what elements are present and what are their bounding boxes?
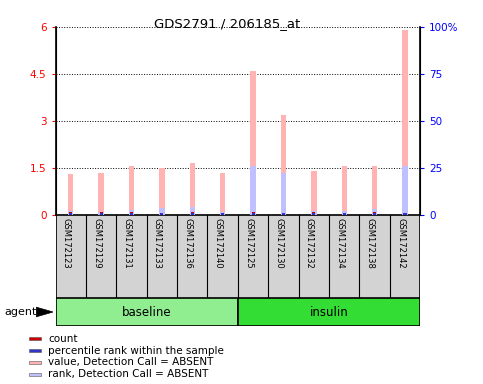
- Bar: [28, 373, 42, 376]
- Text: GDS2791 / 206185_at: GDS2791 / 206185_at: [154, 17, 300, 30]
- Bar: [238, 298, 420, 326]
- Text: GSM172130: GSM172130: [274, 218, 284, 269]
- Bar: [56, 298, 238, 326]
- Bar: [403, 214, 407, 215]
- Bar: [282, 212, 285, 215]
- Bar: [189, 163, 195, 215]
- Bar: [159, 168, 165, 215]
- Bar: [372, 166, 377, 215]
- Bar: [189, 207, 195, 215]
- Bar: [311, 171, 316, 215]
- Text: rank, Detection Call = ABSENT: rank, Detection Call = ABSENT: [48, 369, 209, 379]
- Text: GSM172129: GSM172129: [92, 218, 101, 269]
- Text: percentile rank within the sample: percentile rank within the sample: [48, 346, 224, 356]
- Bar: [68, 174, 73, 215]
- Text: GSM172123: GSM172123: [62, 218, 71, 269]
- Bar: [160, 212, 163, 215]
- Bar: [191, 212, 194, 215]
- Bar: [28, 349, 42, 352]
- Text: GSM172140: GSM172140: [213, 218, 223, 269]
- Bar: [69, 213, 72, 215]
- Bar: [282, 214, 285, 215]
- Bar: [99, 173, 104, 215]
- Bar: [250, 166, 256, 215]
- Bar: [28, 361, 42, 364]
- Bar: [99, 213, 103, 215]
- Bar: [69, 212, 72, 215]
- Bar: [252, 212, 255, 215]
- Bar: [250, 71, 256, 215]
- Text: baseline: baseline: [122, 306, 171, 318]
- Bar: [220, 212, 226, 215]
- Text: GSM172125: GSM172125: [244, 218, 253, 269]
- Text: agent: agent: [5, 307, 37, 317]
- Text: GSM172133: GSM172133: [153, 218, 162, 269]
- Bar: [99, 212, 103, 215]
- Text: count: count: [48, 334, 78, 344]
- Bar: [341, 166, 347, 215]
- Text: GSM172134: GSM172134: [335, 218, 344, 269]
- Bar: [28, 337, 42, 340]
- Bar: [373, 212, 376, 215]
- Bar: [252, 213, 255, 215]
- Bar: [313, 212, 315, 215]
- Bar: [343, 214, 346, 215]
- Text: GSM172138: GSM172138: [366, 218, 375, 269]
- Bar: [281, 115, 286, 215]
- Bar: [160, 214, 163, 215]
- Bar: [130, 212, 133, 215]
- Bar: [221, 213, 224, 215]
- Bar: [373, 213, 376, 215]
- Text: GSM172131: GSM172131: [123, 218, 131, 269]
- Text: insulin: insulin: [310, 306, 348, 318]
- Bar: [343, 212, 346, 215]
- Bar: [68, 211, 73, 215]
- Bar: [130, 213, 133, 215]
- Text: value, Detection Call = ABSENT: value, Detection Call = ABSENT: [48, 358, 213, 367]
- Bar: [281, 173, 286, 215]
- Bar: [341, 211, 347, 215]
- Bar: [372, 209, 377, 215]
- Text: GSM172136: GSM172136: [183, 218, 192, 269]
- Bar: [129, 166, 134, 215]
- Bar: [191, 213, 194, 215]
- Bar: [402, 30, 408, 215]
- Polygon shape: [36, 307, 53, 317]
- Bar: [220, 173, 226, 215]
- Bar: [403, 212, 407, 215]
- Bar: [159, 208, 165, 215]
- Bar: [221, 214, 224, 215]
- Bar: [99, 212, 104, 215]
- Bar: [311, 211, 316, 215]
- Bar: [129, 210, 134, 215]
- Text: GSM172132: GSM172132: [305, 218, 314, 269]
- Bar: [313, 213, 315, 215]
- Bar: [402, 166, 408, 215]
- Text: GSM172142: GSM172142: [396, 218, 405, 269]
